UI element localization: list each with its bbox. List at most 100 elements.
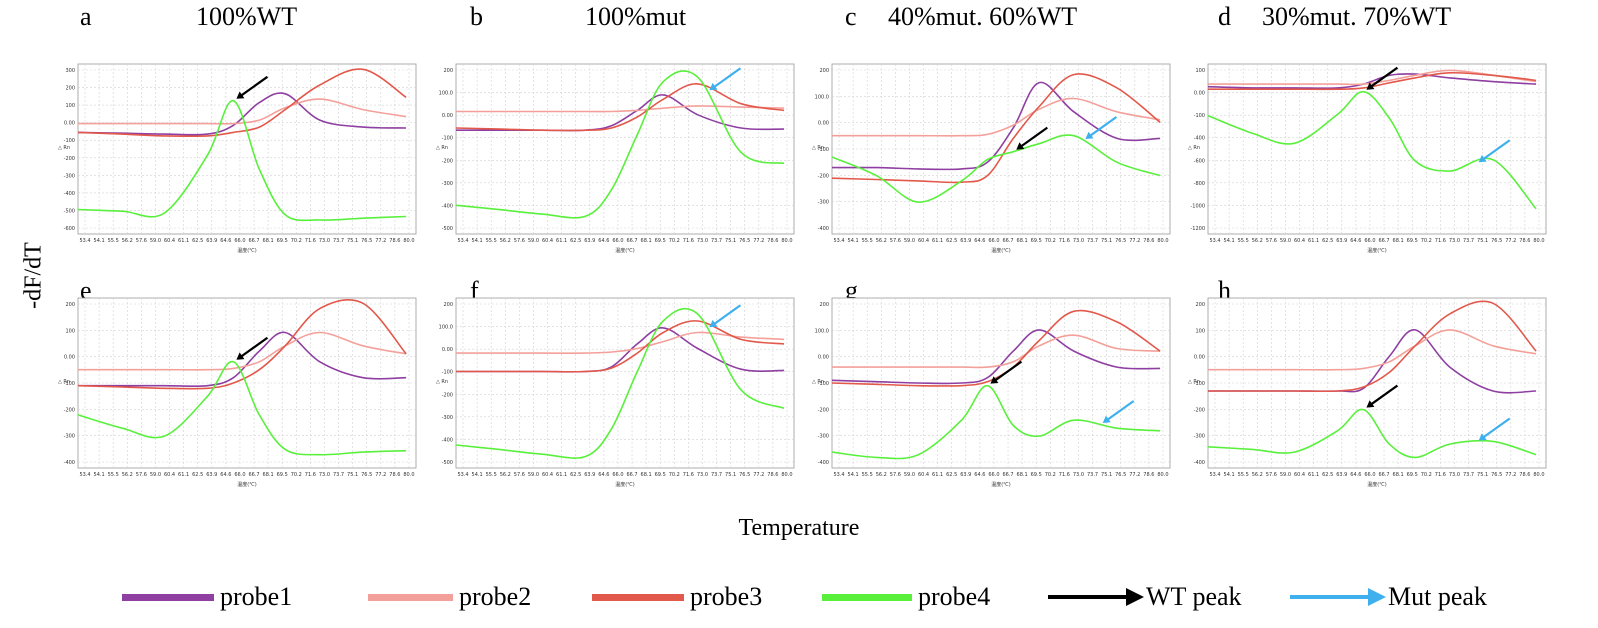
x-tick-label: 55.5	[108, 238, 119, 244]
panel-letter-c: c	[845, 2, 857, 31]
panel-title-d: 30%mut. 70%WT	[1262, 2, 1452, 31]
y-tick-label: -300	[818, 434, 829, 440]
x-tick-label: 62.5	[570, 238, 581, 244]
x-tick-label: 69.5	[1031, 238, 1042, 244]
series-line-probe2	[78, 98, 407, 125]
x-tick-label: 70.2	[1045, 472, 1056, 478]
legend-swatch-probe1	[122, 593, 214, 601]
chart-panel-b: 53.4 54.1 55.5 56.2 57.6 59.0 60.4 61.1 62.5 63.9…	[436, 63, 795, 254]
chart-panel-h: 53.4 54.1 55.5 56.2 57.6 59.0 60.4 61.1 62.5 63.9…	[1188, 297, 1547, 488]
x-tick-label: 73.7	[711, 472, 722, 478]
series-line-probe1	[77, 92, 407, 136]
legend-item-mut-peak: Mut peak	[1290, 572, 1487, 622]
x-tick-label: 63.9	[206, 238, 217, 244]
series-line-probe4	[831, 134, 1161, 203]
x-tick-label: 63.9	[960, 472, 971, 478]
y-unit-label: △ Rn	[812, 145, 824, 151]
x-tick-label: 70.2	[669, 238, 680, 244]
y-tick-label: -300	[442, 181, 453, 187]
x-unit-label: 温度(℃)	[237, 247, 257, 254]
y-tick-label: 200	[1195, 302, 1205, 308]
x-tick-label: 66.0	[988, 238, 999, 244]
wt-peak-arrow	[1368, 66, 1399, 89]
x-tick-label: 75.1	[347, 472, 358, 478]
x-tick-label: 55.5	[1238, 472, 1249, 478]
black-arrow-icon	[1048, 588, 1144, 606]
x-tick-label: 76.5	[361, 238, 372, 244]
x-tick-label: 61.1	[178, 238, 189, 244]
x-tick-label: 77.2	[1129, 238, 1140, 244]
panel-letter-f: f	[470, 276, 479, 305]
x-tick-label: 73.0	[319, 238, 330, 244]
x-tick-label: 62.5	[192, 238, 203, 244]
x-tick-label: 60.4	[164, 472, 175, 478]
y-axis-label: -dF/dT	[20, 242, 47, 309]
x-tick-label: 60.4	[1294, 472, 1305, 478]
x-tick-label: 77.2	[753, 472, 764, 478]
y-unit-label: △ Rn	[436, 379, 448, 385]
x-tick-label: 75.1	[1477, 238, 1488, 244]
y-tick-label: -1200	[1190, 226, 1205, 232]
x-tick-label: 54.1	[472, 472, 483, 478]
y-tick-label: -1000	[1190, 203, 1205, 209]
y-unit-label: △ Rn	[436, 145, 448, 151]
x-tick-label: 80.0	[1533, 472, 1544, 478]
x-tick-label: 57.6	[1266, 472, 1277, 478]
x-tick-label: 73.7	[1087, 238, 1098, 244]
x-tick-label: 73.7	[333, 472, 344, 478]
x-tick-label: 80.0	[1157, 238, 1168, 244]
x-tick-label: 55.5	[486, 472, 497, 478]
mut-peak-arrow	[1481, 417, 1511, 440]
legend-label-wt-peak: WT peak	[1146, 582, 1242, 611]
x-tick-label: 77.2	[1505, 472, 1516, 478]
x-tick-label: 70.2	[669, 472, 680, 478]
series-line-probe3	[455, 83, 785, 132]
x-tick-label: 63.9	[1336, 472, 1347, 478]
x-tick-label: 53.4	[1209, 238, 1220, 244]
y-tick-label: -100	[818, 147, 829, 153]
y-tick-label: 100	[65, 328, 75, 334]
wt-peak-arrow	[1018, 126, 1048, 149]
x-tick-label: 77.2	[1129, 472, 1140, 478]
x-tick-label: 71.6	[1435, 472, 1446, 478]
legend-item-probe2: probe2	[368, 572, 531, 622]
series-line-probe3	[831, 73, 1161, 184]
x-tick-label: 54.1	[94, 472, 105, 478]
wt-peak-arrowhead	[236, 352, 245, 360]
x-tick-label: 75.1	[1101, 238, 1112, 244]
x-tick-label: 80.0	[1157, 472, 1168, 478]
chart-panel-c: 53.4 54.1 55.5 56.2 57.6 59.0 60.4 61.1 62.5 63.9…	[812, 63, 1171, 254]
series-line-probe4	[1207, 90, 1537, 210]
x-tick-label: 80.0	[781, 472, 792, 478]
y-tick-label: -400	[64, 460, 75, 466]
panel-title-c: 40%mut. 60%WT	[888, 2, 1078, 31]
y-tick-label: -100	[442, 370, 453, 376]
panel-letter-a: a	[80, 2, 92, 31]
series-line-probe3	[77, 299, 407, 390]
x-tick-label: 70.2	[1421, 238, 1432, 244]
x-tick-label: 54.1	[472, 238, 483, 244]
series-line-probe4	[455, 307, 785, 459]
legend-item-wt-peak: WT peak	[1048, 572, 1242, 622]
x-tick-label: 61.1	[1308, 238, 1319, 244]
x-tick-label: 70.2	[291, 238, 302, 244]
x-tick-label: 76.5	[1491, 472, 1502, 478]
x-tick-label: 63.9	[960, 238, 971, 244]
x-tick-label: 69.5	[277, 238, 288, 244]
y-tick-label: -300	[818, 200, 829, 206]
x-tick-label: 56.2	[1252, 472, 1263, 478]
y-tick-label: -100	[442, 136, 453, 142]
x-tick-label: 63.9	[1336, 238, 1347, 244]
mut-peak-arrowhead	[1478, 154, 1487, 163]
x-tick-label: 70.2	[291, 472, 302, 478]
chart-panel-f: 53.4 54.1 55.5 56.2 57.6 59.0 60.4 61.1 62.5 63.9…	[436, 297, 795, 488]
x-tick-label: 64.6	[220, 238, 231, 244]
x-tick-label: 64.6	[1350, 238, 1361, 244]
x-tick-label: 73.7	[1463, 238, 1474, 244]
mut-peak-arrow	[1087, 116, 1118, 138]
x-tick-label: 69.5	[655, 472, 666, 478]
y-tick-label: -200	[442, 158, 453, 164]
x-tick-label: 56.2	[122, 238, 133, 244]
x-tick-label: 68.1	[1017, 238, 1028, 244]
x-tick-label: 55.5	[862, 238, 873, 244]
